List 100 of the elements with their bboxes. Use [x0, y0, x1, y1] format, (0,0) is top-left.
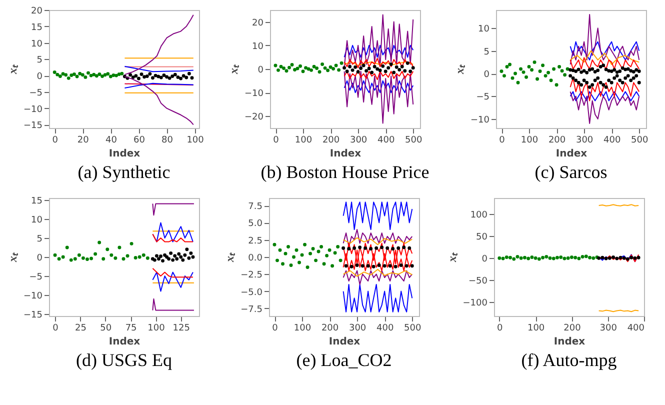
point: [316, 250, 320, 254]
point: [356, 70, 360, 74]
point: [106, 248, 110, 252]
point: [360, 264, 364, 268]
point: [301, 70, 305, 74]
point: [516, 80, 520, 84]
point: [585, 80, 589, 84]
point: [86, 71, 90, 75]
point: [620, 66, 624, 70]
y-tick-label: −10: [470, 115, 490, 126]
point: [359, 66, 363, 70]
y-tick-label: 0.0: [248, 254, 263, 264]
text: (b) Boston House Price: [260, 162, 430, 182]
point: [576, 80, 580, 84]
text: (f) Auto-mpg: [521, 350, 617, 370]
point: [173, 254, 177, 258]
y-tick-label: −50: [468, 276, 488, 287]
line-series: [342, 270, 413, 285]
point: [358, 246, 362, 250]
point: [187, 72, 191, 76]
point: [296, 66, 300, 70]
y-tick-label: 0: [36, 254, 43, 264]
point: [350, 264, 354, 268]
point: [75, 74, 79, 78]
point: [400, 64, 404, 68]
point: [138, 255, 142, 259]
point: [120, 72, 124, 76]
point: [378, 68, 382, 72]
y-tick-label: 5.0: [248, 219, 263, 230]
point: [364, 246, 368, 250]
point: [146, 256, 150, 260]
y-tick-label: 10: [31, 39, 43, 50]
point: [276, 68, 280, 72]
point: [315, 66, 319, 70]
point: [352, 246, 356, 250]
x-tick-label: 0: [273, 136, 280, 146]
point: [72, 72, 76, 76]
point: [274, 64, 278, 68]
y-axis-title: xₜ: [222, 252, 237, 263]
text: (d) USGS Eq: [76, 350, 172, 370]
point: [620, 80, 624, 84]
point: [615, 70, 619, 74]
point: [312, 64, 316, 68]
point: [602, 83, 606, 87]
point: [345, 70, 349, 74]
x-tick-label: 40: [105, 136, 118, 146]
x-axis-title: Index: [108, 336, 141, 348]
y-tick-label: −5: [476, 92, 490, 103]
x-tick-label: 300: [576, 136, 594, 146]
point: [367, 66, 371, 70]
point: [171, 258, 175, 262]
point: [362, 64, 366, 68]
point: [510, 76, 514, 80]
point: [637, 70, 641, 73]
point: [590, 83, 594, 87]
y-tick-label: −5: [29, 272, 42, 283]
point: [56, 72, 60, 76]
point: [398, 68, 402, 72]
point: [294, 248, 298, 252]
line-series: [344, 44, 414, 58]
x-tick-label: 100: [527, 324, 545, 334]
y-tick-label: 0: [36, 72, 43, 82]
point: [183, 253, 187, 257]
point: [151, 76, 154, 80]
point: [519, 67, 523, 71]
point: [281, 262, 284, 266]
point: [598, 80, 602, 84]
y-tick-label: −10: [24, 292, 43, 302]
x-tick-label: 100: [148, 324, 166, 334]
point: [298, 260, 302, 264]
point: [576, 68, 580, 72]
y-axis-title: xₜ: [452, 64, 467, 75]
point: [593, 78, 597, 82]
x-axis-title: Index: [556, 148, 588, 160]
x-tick-label: 100: [294, 136, 312, 146]
point: [532, 60, 536, 64]
point: [118, 246, 122, 250]
point: [334, 64, 338, 68]
y-tick-label: −7.5: [240, 304, 262, 315]
point: [598, 65, 602, 68]
y-tick-label: 10: [478, 24, 490, 35]
point: [607, 69, 611, 73]
point: [582, 69, 586, 73]
point: [323, 66, 327, 70]
point: [607, 78, 611, 82]
line-series: [570, 14, 640, 65]
point: [502, 74, 506, 78]
point: [282, 66, 286, 70]
point: [615, 74, 619, 78]
point: [77, 253, 81, 257]
point: [403, 69, 407, 73]
point: [500, 70, 504, 73]
y-tick-label: 0: [258, 66, 264, 76]
point: [350, 68, 354, 72]
x-tick-label: 300: [348, 324, 366, 334]
y-tick-label: −10: [244, 89, 264, 100]
point: [396, 246, 400, 250]
y-tick-label: 0: [484, 70, 490, 80]
point: [629, 78, 633, 82]
point: [552, 67, 556, 71]
